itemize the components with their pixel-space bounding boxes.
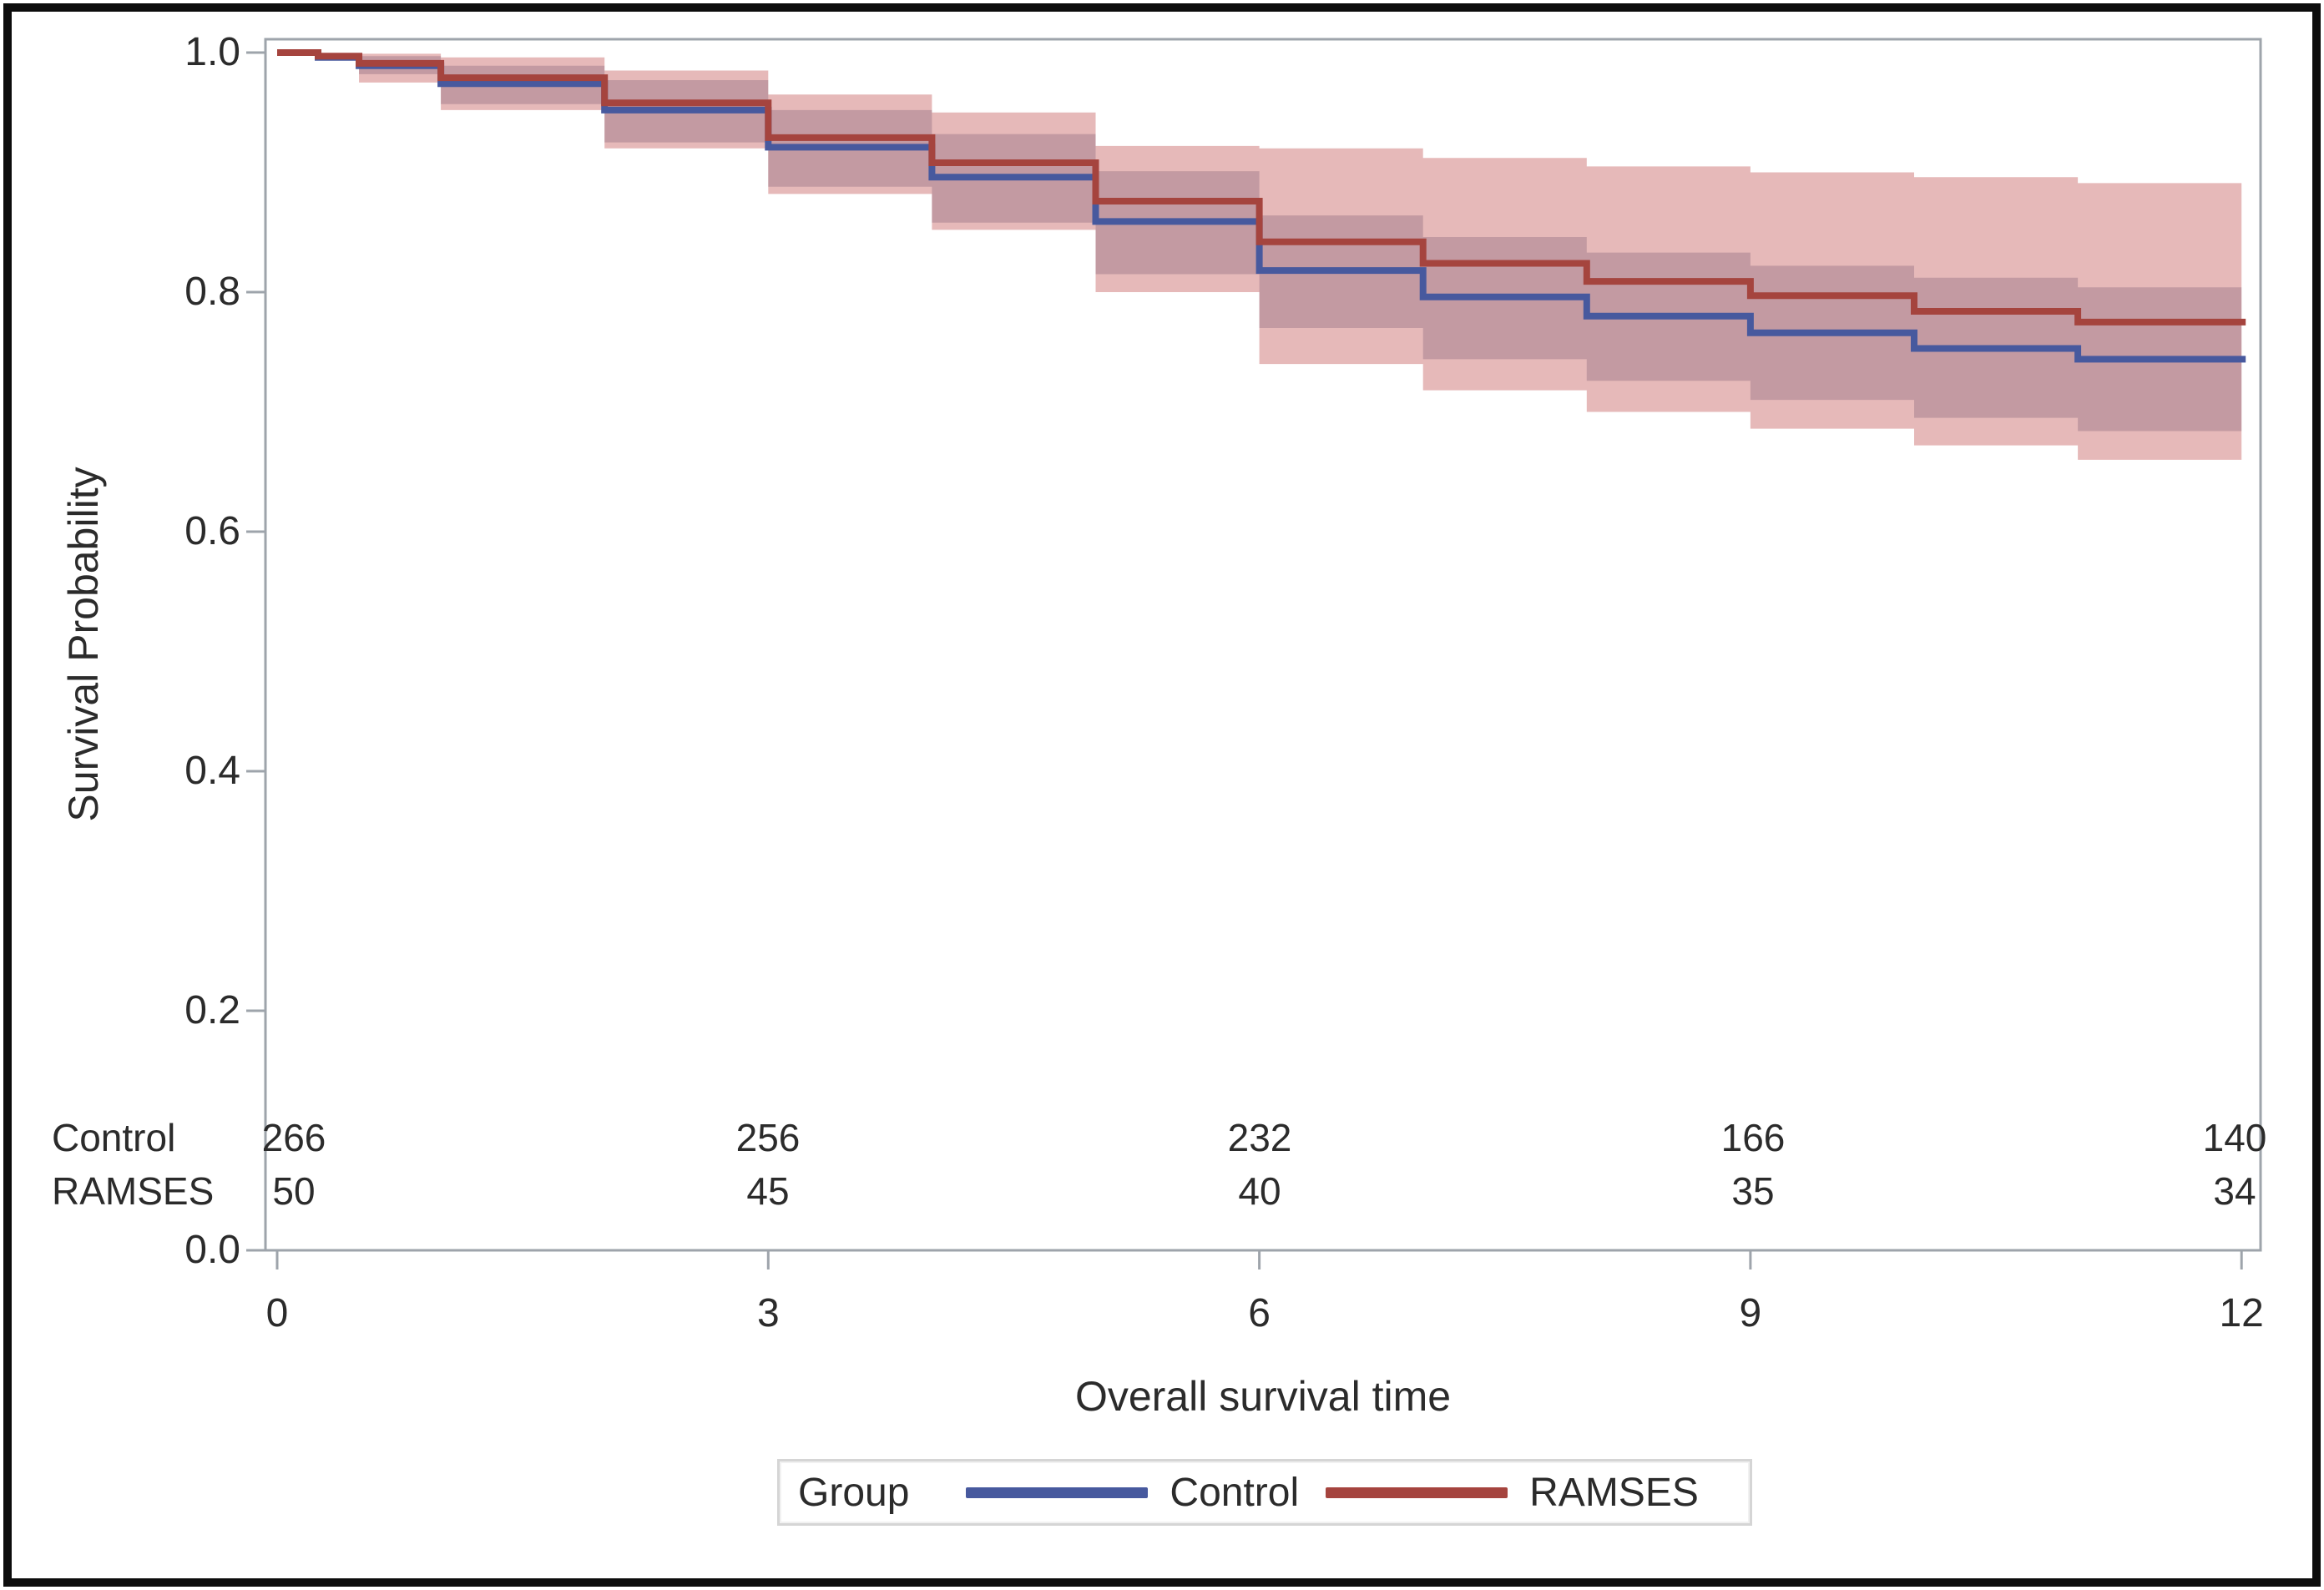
y-tick-label: 0.4 xyxy=(184,749,240,793)
x-tick-label: 12 xyxy=(2219,1291,2264,1335)
at-risk-count-control-t3: 256 xyxy=(735,1116,801,1159)
x-tick-label: 9 xyxy=(1739,1291,1762,1335)
legend-label-control: Control xyxy=(1170,1470,1300,1515)
at-risk-row-label-ramses: RAMSES xyxy=(52,1169,215,1213)
y-tick-label: 0.2 xyxy=(184,988,240,1032)
control-line-swatch xyxy=(966,1487,1149,1498)
x-tick-label: 0 xyxy=(265,1291,289,1335)
at-risk-count-ramses-t0: 50 xyxy=(272,1169,316,1213)
y-axis-title: Survival Probability xyxy=(60,467,107,822)
at-risk-count-control-t6: 232 xyxy=(1227,1116,1292,1159)
y-tick-label: 0.0 xyxy=(184,1228,240,1272)
at-risk-count-ramses-t9: 35 xyxy=(1731,1169,1775,1213)
at-risk-count-control-t12: 140 xyxy=(2202,1116,2267,1159)
legend-title: Group xyxy=(798,1470,910,1515)
at-risk-count-control-t0: 266 xyxy=(261,1116,326,1159)
at-risk-row-label-control: Control xyxy=(52,1116,176,1159)
x-tick-label: 6 xyxy=(1248,1291,1271,1335)
x-tick-label: 3 xyxy=(756,1291,780,1335)
y-tick-label: 0.6 xyxy=(184,509,240,553)
x-axis-title: Overall survival time xyxy=(1074,1373,1452,1420)
legend: Group Control RAMSES xyxy=(777,1459,1752,1526)
at-risk-count-control-t9: 166 xyxy=(1720,1116,1786,1159)
y-tick-label: 1.0 xyxy=(184,30,240,74)
at-risk-count-ramses-t12: 34 xyxy=(2213,1169,2256,1213)
at-risk-count-ramses-t6: 40 xyxy=(1238,1169,1281,1213)
ramses-survival-curve xyxy=(277,49,2246,326)
at-risk-count-ramses-t3: 45 xyxy=(746,1169,790,1213)
legend-label-ramses: RAMSES xyxy=(1529,1470,1699,1515)
plot-frame xyxy=(264,38,2262,1252)
ramses-line-swatch xyxy=(1326,1487,1508,1498)
ramses-confidence-band xyxy=(359,53,2242,460)
y-tick-label: 0.8 xyxy=(184,270,240,314)
legend-item-control: Control xyxy=(966,1470,1299,1516)
legend-item-ramses: RAMSES xyxy=(1326,1470,1699,1516)
